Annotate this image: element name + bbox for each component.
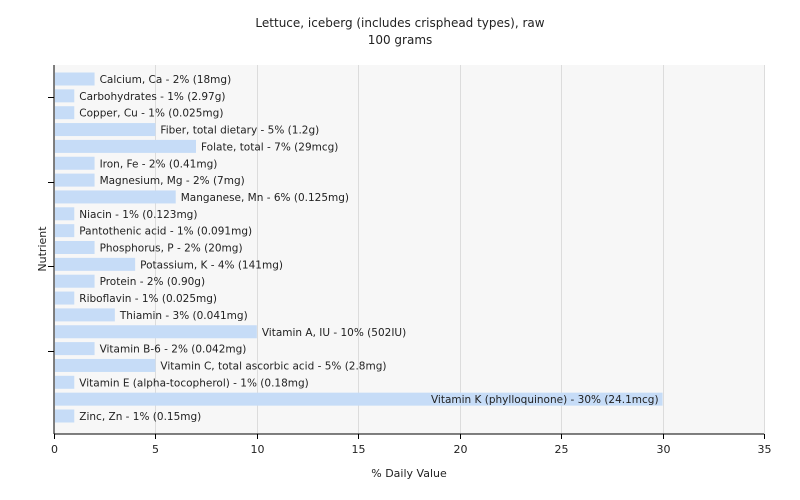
x-axis-ticks: 0 5 10 15 20 25 30 35 [51, 434, 772, 456]
bar [55, 375, 75, 389]
bar-label: Thiamin - 3% (0.041mg) [119, 310, 248, 322]
bar-labels: Calcium, Ca - 2% (18mg) Carbohydrates - 1… [79, 74, 658, 423]
bar [55, 274, 95, 288]
bar [55, 123, 156, 137]
bar-label: Copper, Cu - 1% (0.025mg) [79, 108, 223, 120]
bar-label: Vitamin E (alpha-tocopherol) - 1% (0.18m… [79, 377, 309, 389]
x-axis-label: % Daily Value [371, 467, 447, 480]
x-tick-label: 35 [758, 443, 772, 456]
y-axis-ticks [48, 97, 54, 352]
chart-subtitle: 100 grams [368, 33, 433, 47]
x-tick-label: 25 [555, 443, 569, 456]
bar-label: Vitamin A, IU - 10% (502IU) [262, 327, 406, 339]
y-axis-label: Nutrient [36, 226, 49, 272]
bar [55, 139, 196, 153]
bar [55, 358, 156, 372]
bar [55, 409, 75, 423]
chart-title: Lettuce, iceberg (includes crisphead typ… [255, 16, 544, 30]
grid-lines [155, 65, 765, 434]
bar [55, 72, 95, 86]
x-tick-label: 15 [352, 443, 366, 456]
bar [55, 106, 75, 120]
bar [55, 308, 115, 322]
bar-label: Phosphorus, P - 2% (20mg) [100, 243, 243, 255]
bar [55, 241, 95, 254]
bar [55, 392, 663, 406]
bar [55, 257, 136, 271]
bar-label: Vitamin B-6 - 2% (0.042mg) [100, 344, 247, 356]
bar-label: Vitamin C, total ascorbic acid - 5% (2.8… [160, 360, 386, 372]
bar [55, 325, 257, 339]
bar-label: Fiber, total dietary - 5% (1.2g) [160, 125, 319, 137]
bar [55, 190, 176, 204]
bar-label: Pantothenic acid - 1% (0.091mg) [79, 226, 252, 238]
bar-label: Vitamin K (phylloquinone) - 30% (24.1mcg… [431, 394, 659, 406]
x-tick-label: 30 [657, 443, 671, 456]
bar [55, 224, 75, 238]
bar-label: Protein - 2% (0.90g) [100, 276, 206, 288]
bar-label: Potassium, K - 4% (141mg) [140, 259, 283, 271]
bar [55, 173, 95, 187]
bar-label: Zinc, Zn - 1% (0.15mg) [79, 411, 201, 423]
bar-label: Niacin - 1% (0.123mg) [79, 209, 197, 221]
axes [53, 65, 764, 435]
bar-label: Iron, Fe - 2% (0.41mg) [100, 158, 218, 170]
bar-label: Magnesium, Mg - 2% (7mg) [100, 175, 245, 187]
bar [55, 291, 75, 305]
x-tick-label: 0 [51, 443, 58, 456]
bar-label: Manganese, Mn - 6% (0.125mg) [181, 192, 349, 204]
x-tick-label: 20 [454, 443, 468, 456]
bar-label: Folate, total - 7% (29mcg) [201, 141, 338, 153]
bar-label: Riboflavin - 1% (0.025mg) [79, 293, 217, 305]
plot-background [54, 65, 764, 434]
bars [55, 72, 663, 423]
bar [55, 89, 75, 103]
x-tick-label: 10 [251, 443, 265, 456]
bar-label: Calcium, Ca - 2% (18mg) [100, 74, 232, 86]
bar [55, 342, 95, 356]
x-tick-label: 5 [152, 443, 159, 456]
bar [55, 156, 95, 170]
bar-label: Carbohydrates - 1% (2.97g) [79, 91, 225, 103]
bar [55, 207, 75, 221]
